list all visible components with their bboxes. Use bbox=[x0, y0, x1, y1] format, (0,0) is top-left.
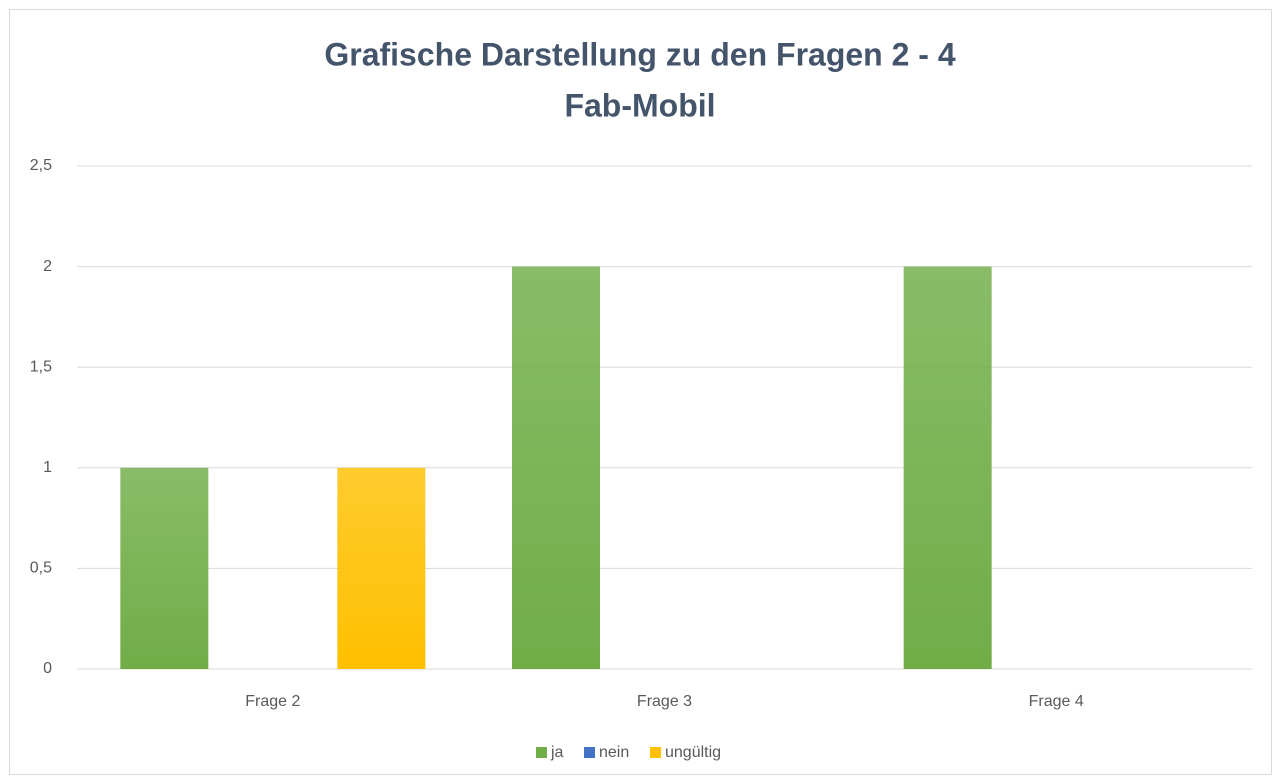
bar bbox=[337, 467, 426, 669]
chart-title: Grafische Darstellung zu den Fragen 2 - … bbox=[324, 36, 955, 72]
bar bbox=[120, 467, 209, 669]
y-tick-label: 0 bbox=[43, 660, 52, 677]
x-tick-label: Frage 3 bbox=[637, 693, 692, 710]
y-tick-label: 2 bbox=[43, 258, 52, 275]
chart-subtitle: Fab-Mobil bbox=[564, 87, 715, 123]
y-tick-label: 1,5 bbox=[30, 358, 52, 375]
legend-label: ja bbox=[550, 744, 564, 761]
bar bbox=[512, 266, 600, 669]
chart-frame bbox=[9, 9, 1272, 775]
x-tick-label: Frage 4 bbox=[1029, 693, 1084, 710]
x-tick-label: Frage 2 bbox=[245, 693, 300, 710]
bar bbox=[903, 266, 992, 669]
legend-swatch bbox=[650, 747, 661, 758]
legend-swatch bbox=[584, 747, 595, 758]
legend-label: ungültig bbox=[665, 744, 721, 761]
legend-label: nein bbox=[599, 744, 629, 761]
y-tick-label: 1 bbox=[43, 459, 52, 476]
y-tick-label: 0,5 bbox=[30, 560, 52, 577]
y-tick-label: 2,5 bbox=[30, 157, 52, 174]
legend-swatch bbox=[536, 747, 547, 758]
